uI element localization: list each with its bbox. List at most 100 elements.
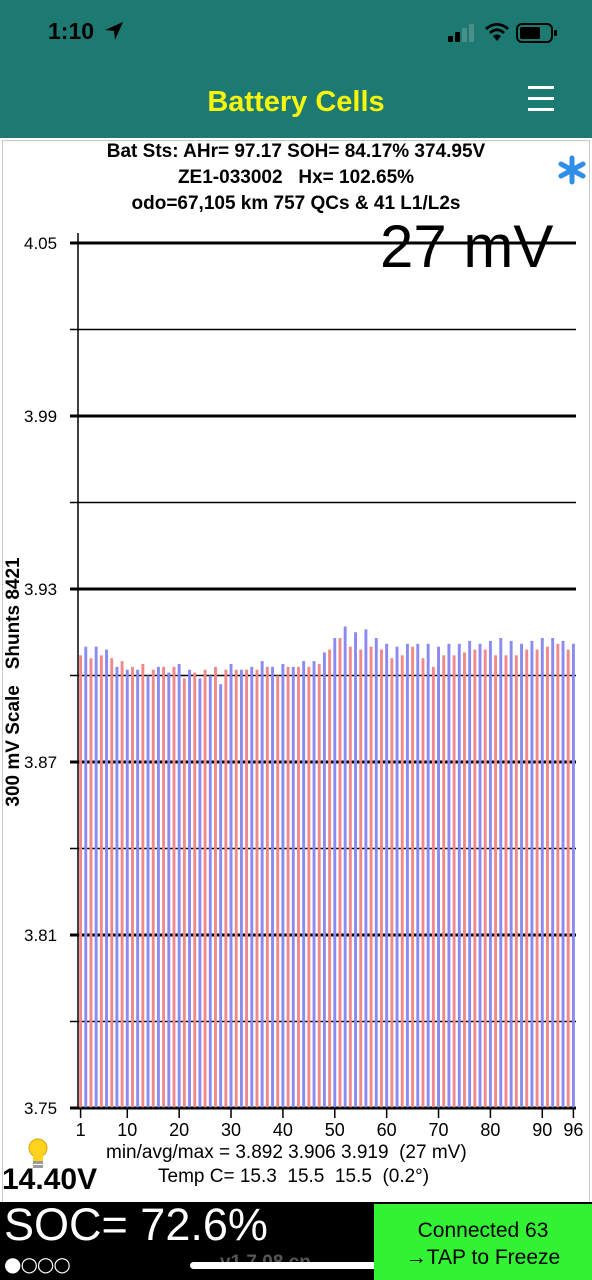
cell-bar-57[interactable] [369, 646, 373, 1108]
cell-bar-50[interactable] [333, 638, 337, 1108]
cell-bar-4[interactable] [94, 646, 98, 1108]
cell-bar-18[interactable] [167, 672, 171, 1108]
cell-bar-42[interactable] [291, 666, 295, 1108]
cell-bar-74[interactable] [457, 643, 461, 1108]
cell-bar-3[interactable] [89, 658, 93, 1108]
menu-icon[interactable] [528, 82, 554, 116]
cell-bar-20[interactable] [177, 663, 181, 1108]
cell-bar-12[interactable] [136, 669, 140, 1108]
cell-bar-28[interactable] [219, 684, 223, 1108]
cell-bar-55[interactable] [359, 649, 363, 1108]
cell-bar-27[interactable] [214, 666, 217, 1108]
cell-bar-79[interactable] [483, 649, 487, 1108]
cell-bar-46[interactable] [312, 661, 316, 1108]
cell-bar-91[interactable] [546, 646, 549, 1108]
cell-bar-37[interactable] [265, 666, 269, 1108]
cell-bar-44[interactable] [302, 661, 306, 1108]
cell-bar-39[interactable] [276, 675, 280, 1109]
cell-bar-64[interactable] [405, 643, 409, 1108]
cell-bar-23[interactable] [193, 672, 197, 1108]
cell-bar-94[interactable] [561, 640, 565, 1108]
cell-bar-70[interactable] [437, 646, 440, 1108]
cell-bar-6[interactable] [105, 649, 108, 1108]
cell-bar-85[interactable] [514, 655, 518, 1108]
cell-bar-14[interactable] [146, 675, 150, 1109]
cell-bar-53[interactable] [348, 646, 352, 1108]
cell-bar-63[interactable] [400, 655, 404, 1108]
cell-bar-96[interactable] [571, 643, 575, 1108]
page-indicator[interactable]: ●○○○ [4, 1252, 71, 1276]
cell-bar-45[interactable] [307, 666, 311, 1108]
cell-bar-24[interactable] [198, 678, 202, 1108]
cell-bar-92[interactable] [551, 638, 555, 1108]
cell-bar-16[interactable] [156, 666, 160, 1108]
cell-bar-93[interactable] [556, 643, 560, 1108]
cell-bar-58[interactable] [374, 638, 378, 1108]
cell-bar-13[interactable] [141, 663, 145, 1108]
cell-bar-26[interactable] [208, 675, 212, 1109]
cell-bar-5[interactable] [99, 655, 103, 1108]
cell-bar-84[interactable] [509, 640, 513, 1108]
cell-bar-41[interactable] [286, 666, 290, 1108]
cell-bar-78[interactable] [478, 643, 482, 1108]
cell-bar-88[interactable] [530, 640, 534, 1108]
cell-bar-61[interactable] [390, 658, 394, 1108]
cell-bar-72[interactable] [447, 643, 451, 1108]
cell-bar-76[interactable] [468, 640, 472, 1108]
home-indicator[interactable] [190, 1262, 402, 1269]
cell-bar-31[interactable] [234, 669, 238, 1108]
cell-bar-10[interactable] [125, 669, 129, 1108]
cell-bar-36[interactable] [260, 661, 264, 1108]
cell-bar-75[interactable] [463, 652, 466, 1108]
lightbulb-icon[interactable] [26, 1137, 50, 1171]
cell-bar-9[interactable] [120, 661, 124, 1108]
cell-bar-30[interactable] [229, 663, 233, 1108]
cell-bar-32[interactable] [239, 669, 243, 1108]
cell-bar-59[interactable] [380, 649, 383, 1108]
cell-bar-60[interactable] [385, 643, 389, 1108]
cell-bar-17[interactable] [162, 666, 166, 1108]
cell-bar-81[interactable] [494, 655, 498, 1108]
cell-bar-21[interactable] [182, 678, 186, 1108]
cell-bar-68[interactable] [426, 643, 430, 1108]
cell-bar-25[interactable] [203, 669, 207, 1108]
cell-bar-95[interactable] [566, 649, 570, 1108]
cell-bar-19[interactable] [172, 666, 176, 1108]
cell-bar-47[interactable] [317, 663, 321, 1108]
cell-bar-83[interactable] [504, 655, 508, 1108]
cell-bar-69[interactable] [431, 666, 435, 1108]
cell-bar-82[interactable] [499, 638, 503, 1108]
cell-bar-29[interactable] [224, 669, 228, 1108]
cell-bar-87[interactable] [525, 649, 529, 1108]
connect-freeze-button[interactable]: Connected 63 →TAP to Freeze [374, 1204, 592, 1280]
cell-bar-40[interactable] [281, 663, 285, 1108]
cell-bar-11[interactable] [131, 666, 134, 1108]
cell-bar-90[interactable] [540, 638, 544, 1108]
cell-bar-62[interactable] [395, 646, 399, 1108]
cell-bar-80[interactable] [488, 640, 492, 1108]
cell-bar-73[interactable] [452, 655, 456, 1108]
cell-bar-2[interactable] [84, 646, 88, 1108]
cell-bar-15[interactable] [151, 669, 155, 1108]
cell-bar-49[interactable] [328, 649, 332, 1108]
cell-bar-8[interactable] [115, 666, 119, 1108]
cell-bar-22[interactable] [188, 669, 191, 1108]
cell-bar-86[interactable] [520, 643, 523, 1108]
cell-bar-1[interactable] [79, 655, 83, 1108]
cell-bar-54[interactable] [354, 632, 357, 1108]
cell-bar-89[interactable] [535, 649, 539, 1108]
cell-voltage-chart[interactable]: 4.05 3.99 3.93 3.87 3.81 3.75 1 10 20 30 40 50 60 70 8… [0, 0, 592, 1150]
cell-bar-38[interactable] [271, 666, 274, 1108]
cell-bar-66[interactable] [416, 643, 420, 1108]
cell-bar-65[interactable] [411, 646, 415, 1108]
bluetooth-asterisk-icon[interactable] [558, 154, 586, 186]
cell-bar-51[interactable] [338, 638, 342, 1108]
cell-bar-67[interactable] [421, 658, 425, 1108]
cell-bar-34[interactable] [250, 666, 254, 1108]
cell-bar-33[interactable] [245, 669, 249, 1108]
cell-bar-52[interactable] [343, 626, 347, 1108]
cell-bar-77[interactable] [473, 649, 477, 1108]
cell-bar-35[interactable] [255, 669, 259, 1108]
cell-bar-56[interactable] [364, 629, 368, 1108]
cell-bar-43[interactable] [297, 666, 300, 1108]
